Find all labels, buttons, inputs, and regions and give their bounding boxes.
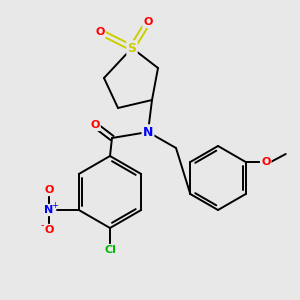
- Text: O: O: [44, 225, 53, 235]
- Text: O: O: [143, 17, 153, 27]
- Text: -: -: [40, 220, 44, 230]
- Text: O: O: [261, 157, 270, 167]
- Text: N: N: [44, 205, 53, 215]
- Text: Cl: Cl: [104, 245, 116, 255]
- Text: S: S: [128, 41, 136, 55]
- Text: O: O: [95, 27, 105, 37]
- Text: O: O: [44, 185, 53, 195]
- Text: O: O: [90, 120, 100, 130]
- Text: +: +: [51, 200, 58, 209]
- Text: N: N: [143, 125, 153, 139]
